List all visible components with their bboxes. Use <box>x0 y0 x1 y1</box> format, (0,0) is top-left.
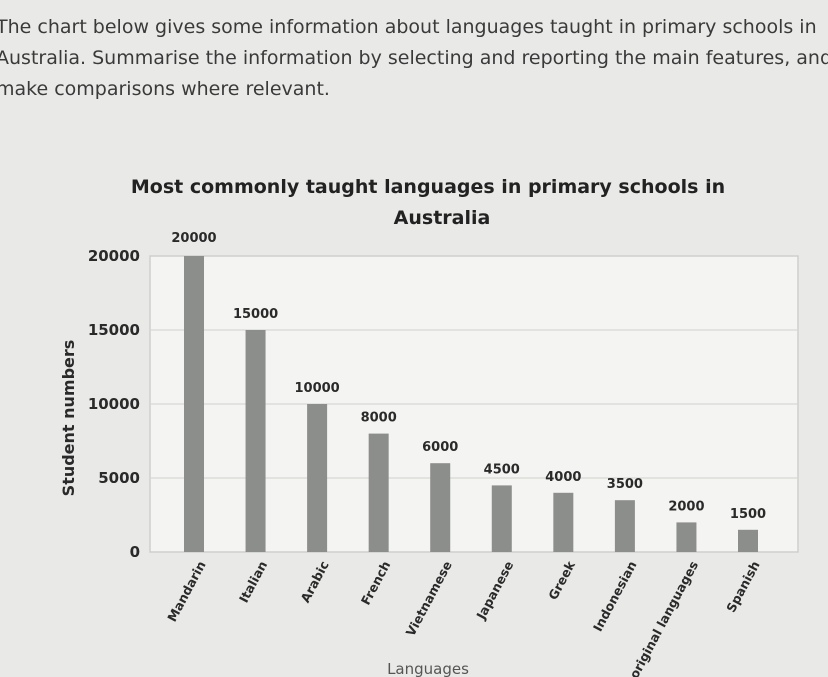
chart-title-line-2: Australia <box>394 207 491 229</box>
y-tick-label: 5000 <box>98 469 140 487</box>
category-label: Arabic <box>297 558 331 605</box>
bar <box>184 256 204 552</box>
prompt-text: The chart below gives some information a… <box>0 16 828 100</box>
data-label: 3500 <box>607 477 643 492</box>
data-label: 15000 <box>233 307 278 322</box>
data-labels: 20000 15000 10000 8000 6000 4500 4000 3500 2000 1… <box>171 231 766 522</box>
y-tick-label: 15000 <box>88 321 140 339</box>
y-tick-label: 10000 <box>88 395 140 413</box>
category-label: Vietnamese <box>403 558 455 638</box>
data-label: 10000 <box>294 381 339 396</box>
data-label: 20000 <box>171 231 216 246</box>
y-tick-label: 20000 <box>88 247 140 265</box>
data-label: 4000 <box>545 470 581 485</box>
bar <box>430 463 451 552</box>
y-axis-title: Student numbers <box>59 340 78 497</box>
bar <box>553 492 574 552</box>
bar <box>614 500 635 552</box>
y-tick-label: 0 <box>130 543 140 561</box>
bar <box>307 404 328 552</box>
x-axis-title: Languages <box>387 660 469 677</box>
y-axis-ticks: 0 5000 10000 15000 20000 <box>88 247 140 561</box>
category-label: Japanese <box>473 558 517 622</box>
data-label: 1500 <box>730 507 766 522</box>
data-label: 6000 <box>422 440 458 455</box>
data-label: 2000 <box>668 499 704 514</box>
bar <box>676 522 697 552</box>
bar <box>368 433 389 552</box>
category-label: Spanish <box>723 558 762 614</box>
data-label: 4500 <box>484 462 520 477</box>
category-label: Mandarin <box>164 558 208 624</box>
chart-title-line-1: Most commonly taught languages in primar… <box>131 176 725 198</box>
bar <box>738 529 758 552</box>
bar <box>491 485 512 552</box>
bars <box>184 256 758 552</box>
bar <box>245 330 266 552</box>
category-label: French <box>358 558 394 607</box>
category-label: Italian <box>236 558 270 605</box>
category-label: Greek <box>545 558 578 602</box>
data-label: 8000 <box>361 411 397 426</box>
category-label: Indonesian <box>590 558 640 633</box>
